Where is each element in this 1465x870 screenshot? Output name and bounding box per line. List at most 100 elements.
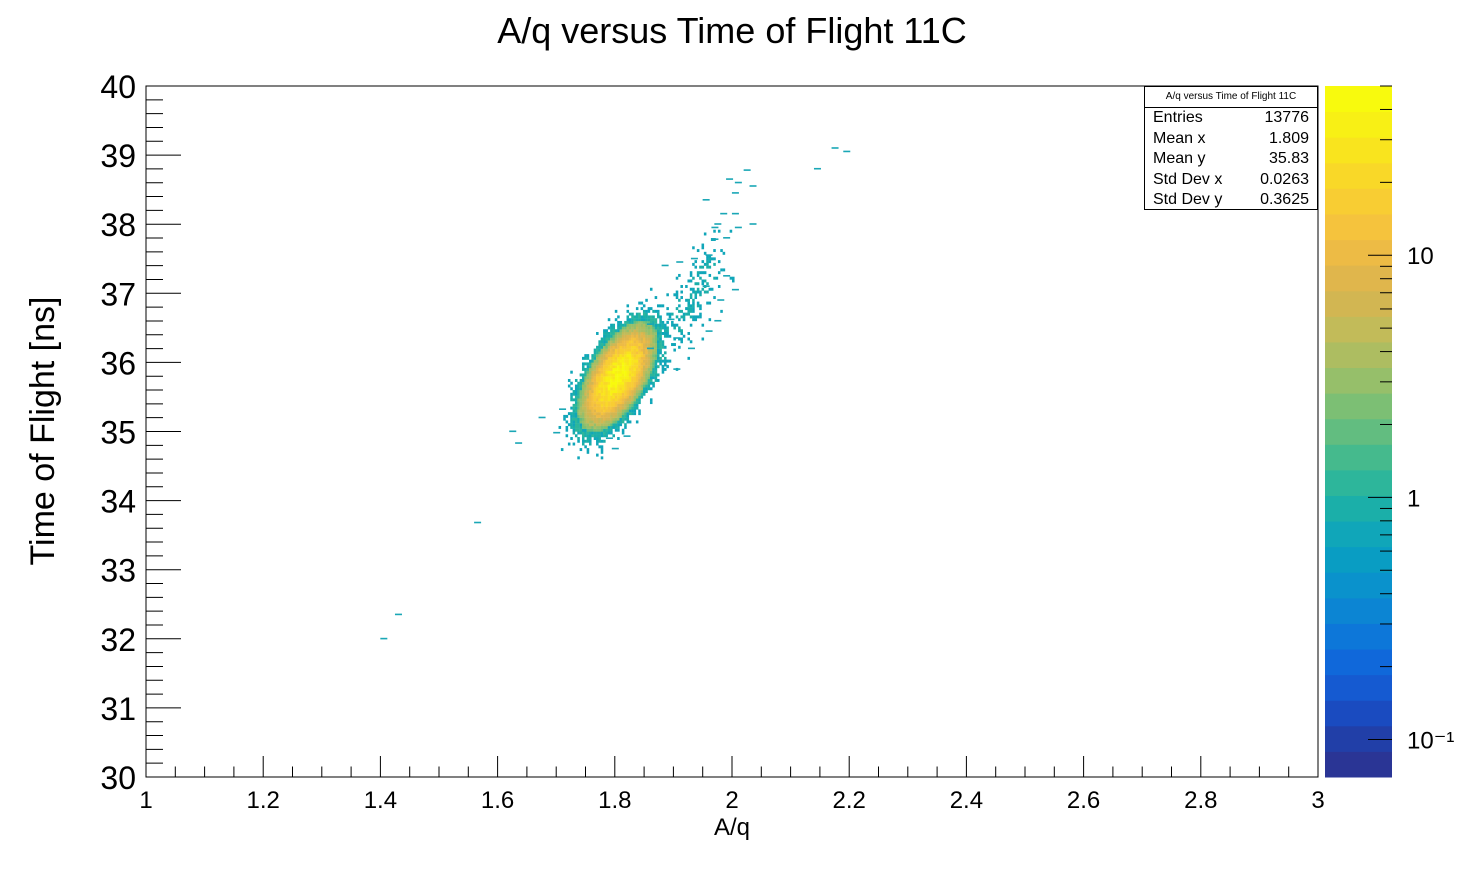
heatmap-cell bbox=[579, 387, 583, 391]
heatmap-cell bbox=[600, 381, 604, 385]
heatmap-cell bbox=[645, 373, 648, 377]
heatmap-cell bbox=[600, 387, 604, 391]
heatmap-cell bbox=[635, 362, 639, 366]
heatmap-cell bbox=[635, 334, 639, 338]
heatmap-cell bbox=[570, 398, 573, 402]
heatmap-cell bbox=[631, 312, 634, 316]
heatmap-cell bbox=[701, 337, 705, 341]
heatmap-cell bbox=[687, 356, 691, 360]
heatmap-cell bbox=[621, 345, 625, 349]
heatmap-cell bbox=[624, 412, 627, 416]
heatmap-cell bbox=[635, 365, 639, 369]
heatmap-cell bbox=[638, 409, 641, 413]
heatmap-cell bbox=[645, 329, 648, 333]
heatmap-cell bbox=[612, 387, 615, 391]
heatmap-cell bbox=[596, 395, 599, 399]
heatmap-cell bbox=[614, 351, 618, 355]
heatmap-cell bbox=[633, 345, 637, 349]
heatmap-cell bbox=[642, 343, 646, 347]
heatmap-cell bbox=[628, 343, 632, 347]
heatmap-cell bbox=[596, 437, 599, 440]
heatmap-cell bbox=[603, 362, 606, 366]
heatmap-cell bbox=[572, 431, 576, 435]
colorbar-band bbox=[1325, 367, 1392, 394]
heatmap-cell bbox=[678, 318, 681, 322]
colorbar-band bbox=[1325, 213, 1392, 241]
heatmap-cell bbox=[652, 367, 655, 371]
heatmap-cell bbox=[589, 362, 592, 366]
heatmap-cell bbox=[631, 365, 634, 369]
heatmap-cell bbox=[617, 420, 620, 424]
heatmap-cell bbox=[647, 343, 651, 347]
heatmap-cell bbox=[614, 406, 618, 410]
heatmap-cell bbox=[600, 348, 604, 352]
heatmap-cell bbox=[703, 232, 707, 236]
heatmap-cell bbox=[598, 425, 601, 429]
heatmap-cell bbox=[640, 356, 644, 360]
heatmap-cell bbox=[605, 392, 608, 396]
heatmap-cell bbox=[570, 370, 573, 374]
heatmap-cell bbox=[612, 425, 615, 429]
heatmap-cell bbox=[647, 373, 651, 377]
heatmap-cell bbox=[607, 401, 611, 405]
heatmap-cell bbox=[586, 406, 590, 410]
heatmap-cell bbox=[640, 381, 644, 385]
heatmap-cell bbox=[574, 434, 578, 438]
colorbar-band bbox=[1325, 188, 1392, 215]
heatmap-cell bbox=[619, 414, 623, 418]
heatmap-cell bbox=[675, 323, 679, 327]
heatmap-cell bbox=[659, 326, 662, 330]
heatmap-cell bbox=[596, 354, 599, 358]
heatmap-cell bbox=[631, 387, 634, 391]
heatmap-cell bbox=[699, 312, 702, 316]
heatmap-cell bbox=[690, 257, 698, 260]
heatmap-cell bbox=[570, 420, 573, 424]
heatmap-cell bbox=[631, 334, 634, 338]
heatmap-cell bbox=[610, 367, 613, 371]
heatmap-cell bbox=[652, 384, 655, 388]
heatmap-cell bbox=[649, 331, 653, 335]
heatmap-cell bbox=[689, 273, 693, 277]
heatmap-cell bbox=[607, 318, 611, 322]
heatmap-cell bbox=[565, 414, 569, 418]
heatmap-cell bbox=[705, 330, 713, 332]
colorbar-band bbox=[1325, 572, 1392, 599]
heatmap-cell bbox=[621, 359, 625, 363]
colorbar-band bbox=[1325, 111, 1392, 138]
heatmap-cell bbox=[654, 331, 658, 335]
heatmap-cell bbox=[621, 409, 625, 413]
heatmap-cell bbox=[591, 412, 594, 416]
heatmap-cell bbox=[605, 384, 608, 388]
heatmap-cell bbox=[626, 395, 630, 399]
heatmap-cell bbox=[572, 423, 576, 427]
x-tick-label: 2.4 bbox=[950, 787, 983, 814]
heatmap-cell bbox=[638, 312, 641, 316]
heatmap-cell bbox=[614, 348, 618, 352]
y-tick-label: 32 bbox=[100, 622, 136, 658]
heatmap-cell bbox=[652, 362, 655, 366]
heatmap-cell bbox=[696, 273, 700, 277]
heatmap-cell bbox=[635, 384, 639, 388]
heatmap-cell bbox=[654, 348, 658, 352]
heatmap-cell bbox=[692, 287, 695, 291]
heatmap-cell bbox=[640, 384, 644, 388]
heatmap-cell bbox=[603, 345, 606, 349]
heatmap-cell bbox=[581, 406, 585, 410]
heatmap-cell bbox=[574, 412, 578, 416]
heatmap-cell bbox=[680, 290, 683, 294]
heatmap-cell bbox=[635, 323, 639, 327]
heatmap-cell bbox=[593, 403, 597, 407]
heatmap-cell bbox=[610, 378, 613, 382]
heatmap-cell bbox=[619, 390, 623, 394]
heatmap-cell bbox=[617, 367, 620, 371]
heatmap-cell bbox=[626, 390, 630, 394]
heatmap-cell bbox=[586, 414, 590, 418]
heatmap-cell bbox=[614, 398, 618, 402]
x-tick-label: 1.8 bbox=[598, 787, 631, 814]
heatmap-cell bbox=[703, 262, 707, 266]
heatmap-cell bbox=[624, 329, 627, 333]
heatmap-cell bbox=[649, 318, 653, 322]
colorbar-band bbox=[1325, 162, 1392, 189]
heatmap-cell bbox=[600, 409, 604, 413]
heatmap-cell bbox=[661, 340, 665, 344]
